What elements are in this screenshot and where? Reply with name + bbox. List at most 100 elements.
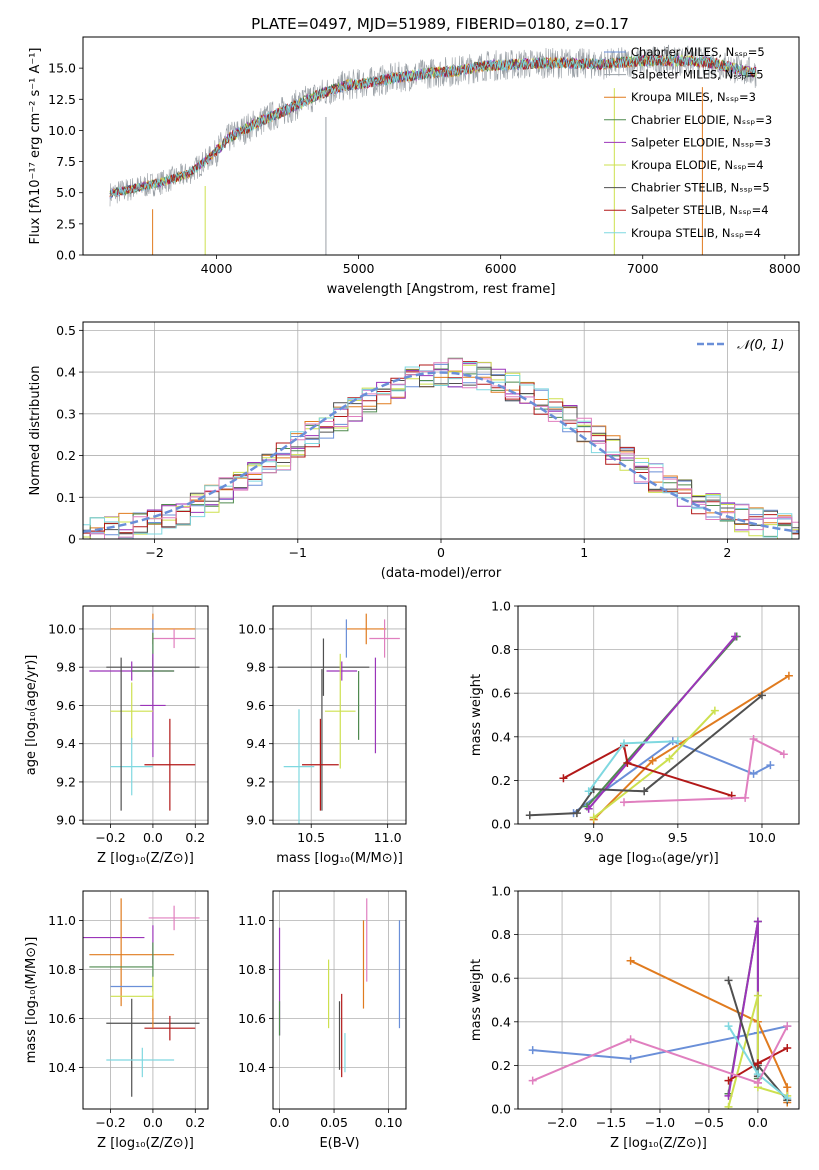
x-axis-label: Z [log₁₀(Z/Z⊙)] <box>97 1136 194 1151</box>
weight-line <box>572 740 771 814</box>
weight-marker <box>710 706 719 715</box>
plot-area <box>525 632 793 824</box>
weight-marker <box>525 811 534 820</box>
weight-line <box>532 1025 788 1060</box>
x-tick-label: 9.0 <box>584 830 604 845</box>
x-tick-label: 5000 <box>343 261 375 276</box>
weight-line <box>623 737 785 804</box>
x-tick-label: 0.0 <box>270 1115 290 1130</box>
x-tick-label: 2 <box>723 545 731 560</box>
x-axis-label: mass [log₁₀(M/M⊙)] <box>276 851 403 866</box>
weight-marker <box>665 754 674 763</box>
weight-marker <box>724 1076 733 1085</box>
y-tick-label: 9.6 <box>246 698 266 713</box>
x-tick-label: −0.2 <box>95 830 125 845</box>
x-tick-label: −0.2 <box>95 1115 125 1130</box>
x-tick-label: 8000 <box>769 261 801 276</box>
x-tick-label: 0.0 <box>748 1115 768 1130</box>
y-tick-label: 9.4 <box>56 736 76 751</box>
chart-weight-vs-age: 9.0 9.5 10.0 0.0 0.2 0.4 0.6 0.8 1.0 age [log₁₀(a… <box>469 599 800 866</box>
y-tick-label: 12.5 <box>48 92 76 107</box>
y-tick-label: 9.0 <box>246 813 266 828</box>
y-axis-label: mass [log₁₀(M/M⊙)] <box>24 937 39 1064</box>
y-tick-label: 0.2 <box>56 448 76 463</box>
x-tick-label: 0 <box>437 545 445 560</box>
y-tick-label: 0 <box>68 532 76 547</box>
histogram <box>83 363 799 539</box>
y-tick-label: 10.6 <box>48 1011 76 1026</box>
weight-marker <box>731 632 740 641</box>
y-tick-label: 15.0 <box>48 61 76 76</box>
weight-marker <box>783 1043 792 1052</box>
y-tick-label: 0.5 <box>56 323 76 338</box>
y-tick-label: 0.4 <box>491 1014 511 1029</box>
y-tick-label: 10.8 <box>48 962 76 977</box>
plot-area <box>277 613 400 824</box>
x-tick-label: 9.5 <box>668 830 688 845</box>
axes-frame <box>272 890 407 1110</box>
chart-mass-vs-Z: −0.2 0.0 0.2 10.4 10.6 10.8 11.0 Z [log₁₀(Z/Z⊙)… <box>24 890 209 1151</box>
weight-marker <box>589 813 598 822</box>
y-axis-label: Flux [fλ10⁻¹⁷ erg cm⁻² s⁻¹ A⁻¹] <box>28 48 43 245</box>
legend-label: Kroupa MILES, Nₛₛₚ=3 <box>631 90 756 104</box>
legend-label: Salpeter ELODIE, Nₛₛₚ=3 <box>631 135 771 149</box>
x-tick-label: 0.05 <box>320 1115 348 1130</box>
x-tick-label: −1 <box>289 545 307 560</box>
axes-frame <box>82 605 209 825</box>
x-tick-label: 1 <box>580 545 588 560</box>
chart-residuals: −2 −1 0 1 2 0 0.1 0.2 0.3 0.4 0.5 (data-model)/erro… <box>28 321 800 581</box>
plot-area <box>83 898 200 1097</box>
y-tick-label: 0.6 <box>491 971 511 986</box>
y-tick-label: 10.0 <box>48 621 76 636</box>
x-axis-label: Z [log₁₀(Z/Z⊙)] <box>610 1136 707 1151</box>
weight-marker <box>584 804 593 813</box>
weight-marker <box>620 739 629 748</box>
spectrum-line <box>109 54 757 199</box>
legend-label: Salpeter STELIB, Nₛₛₚ=4 <box>631 203 769 217</box>
weight-marker <box>753 991 762 1000</box>
y-axis-label: mass weight <box>469 674 484 756</box>
weight-marker <box>724 1022 733 1031</box>
y-tick-label: 0.3 <box>56 406 76 421</box>
y-tick-label: 10.4 <box>48 1060 76 1075</box>
histogram <box>83 362 799 539</box>
axes-frame <box>82 36 800 256</box>
y-axis-label: mass weight <box>469 959 484 1041</box>
x-axis-label: age [log₁₀(age/yr)] <box>598 851 719 866</box>
y-tick-label: 9.8 <box>246 660 266 675</box>
weight-line <box>562 743 732 797</box>
weight-marker <box>584 787 593 796</box>
weight-marker <box>626 956 635 965</box>
y-tick-label: 5.0 <box>56 185 76 200</box>
x-tick-label: 0.2 <box>185 830 205 845</box>
x-tick-label: 0.0 <box>143 1115 163 1130</box>
chart-spectrum: 4000 5000 6000 7000 8000 0.0 2.5 5.0 7.5 10.0 12.5… <box>28 36 801 297</box>
chart-weight-vs-Z: −2.0 −1.5 −1.0 −0.5 0.0 0.0 0.2 0.4 0.6 0.8 1.0 Z [… <box>469 884 800 1151</box>
legend-label: Kroupa ELODIE, Nₛₛₚ=4 <box>631 158 764 172</box>
y-tick-label: 1.0 <box>491 884 511 899</box>
weight-marker <box>753 1059 762 1068</box>
y-tick-label: 0.0 <box>491 1102 511 1117</box>
x-axis-label: E(B-V) <box>319 1136 359 1151</box>
weight-marker <box>757 691 766 700</box>
weight-marker <box>749 734 758 743</box>
y-tick-label: 0.4 <box>56 365 76 380</box>
weight-marker <box>623 758 632 767</box>
weight-marker <box>753 917 762 926</box>
y-tick-label: 2.5 <box>56 216 76 231</box>
y-tick-label: 9.0 <box>56 813 76 828</box>
weight-marker <box>749 769 758 778</box>
x-tick-label: 10.5 <box>297 830 325 845</box>
weight-marker <box>528 1076 537 1085</box>
y-tick-label: 0.0 <box>56 248 76 263</box>
y-tick-label: 9.4 <box>246 736 266 751</box>
legend-label: Chabrier STELIB, Nₛₛₚ=5 <box>631 181 770 195</box>
figure-title: PLATE=0497, MJD=51989, FIBERID=0180, z=0… <box>251 15 629 33</box>
y-tick-label: 9.2 <box>246 774 266 789</box>
y-tick-label: 11.0 <box>48 913 76 928</box>
plot-area <box>83 357 799 539</box>
x-tick-label: 4000 <box>201 261 233 276</box>
axes-frame <box>517 890 800 1110</box>
chart-mass-vs-EBV: 0.0 0.05 0.10 10.4 10.6 10.8 11.0 E(B-V) <box>238 890 407 1151</box>
